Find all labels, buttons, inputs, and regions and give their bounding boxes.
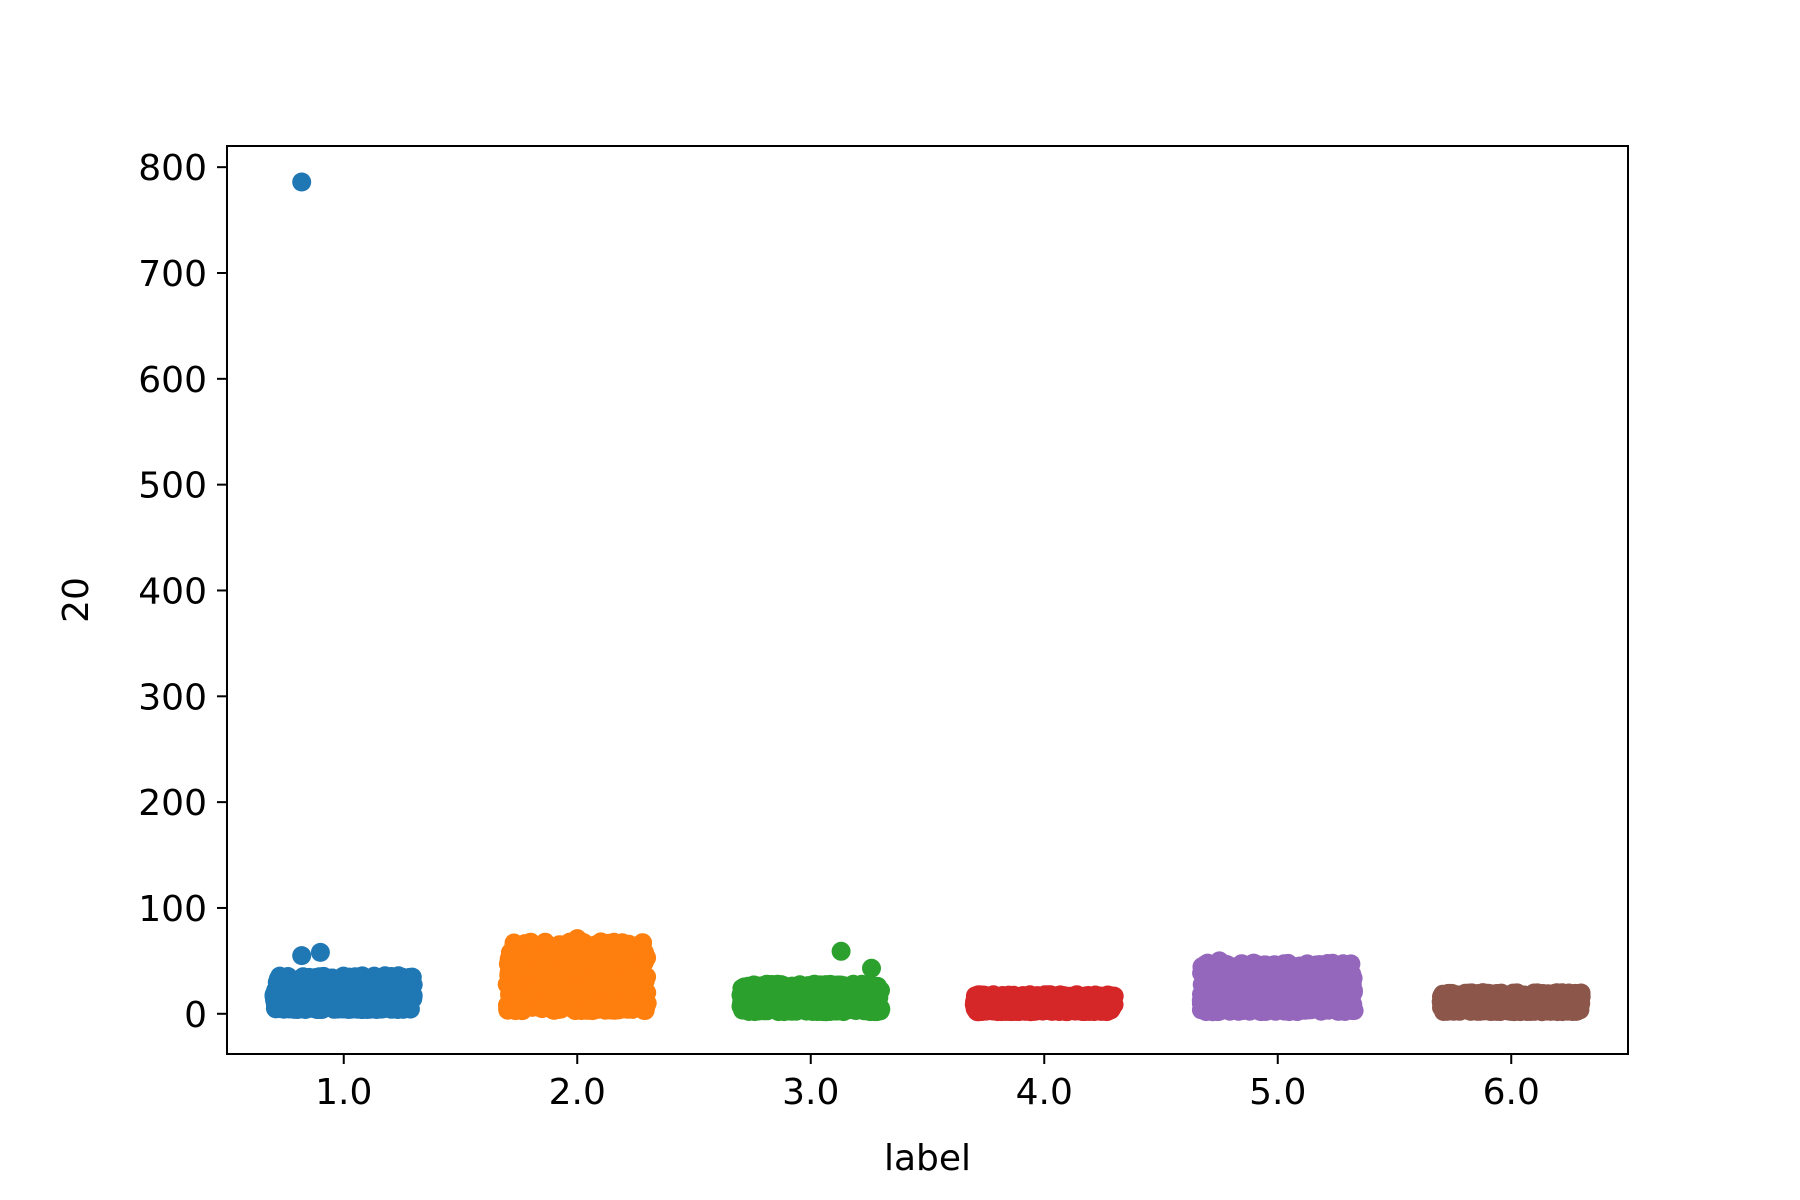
data-point [266, 996, 286, 1016]
data-point [816, 975, 836, 995]
data-point [1558, 1001, 1578, 1021]
outlier-point [310, 942, 330, 962]
data-point [550, 992, 570, 1012]
data-point [566, 984, 586, 1003]
data-point [1010, 999, 1030, 1019]
outlier-point [292, 946, 312, 966]
data-point [1043, 1001, 1063, 1021]
data-point [580, 941, 600, 961]
data-point [1571, 987, 1591, 1007]
data-point [1240, 997, 1260, 1017]
data-point [1310, 990, 1330, 1010]
data-point [1503, 983, 1523, 1003]
data-point [860, 981, 880, 1001]
x-tick-label: 1.0 [315, 1072, 372, 1113]
y-tick-label: 0 [184, 995, 207, 1036]
data-point [1050, 987, 1070, 1007]
data-point [1529, 984, 1548, 1004]
data-point [508, 995, 527, 1015]
data-point [1469, 986, 1489, 1005]
data-point [965, 986, 985, 1006]
y-tick-label: 800 [138, 148, 207, 189]
data-point [1090, 1001, 1110, 1021]
data-point [381, 988, 400, 1008]
outlier-point [567, 929, 587, 949]
data-point [1322, 969, 1342, 989]
data-point [1546, 985, 1566, 1005]
outlier-point [862, 958, 881, 978]
x-tick-label: 6.0 [1483, 1072, 1540, 1113]
y-axis-label: 20 [56, 577, 97, 623]
data-point [1267, 967, 1287, 987]
data-point [1216, 977, 1235, 996]
data-point [506, 980, 526, 1000]
data-point [340, 970, 360, 990]
data-point [503, 940, 522, 960]
data-point [318, 986, 338, 1006]
data-point [1298, 979, 1317, 999]
data-point [1532, 1002, 1552, 1022]
plot-frame [226, 145, 1629, 1055]
data-point [774, 1002, 794, 1022]
y-tick-label: 500 [138, 466, 207, 507]
data-point [732, 978, 752, 998]
outlier-point [831, 941, 851, 961]
data-point [870, 998, 890, 1018]
data-point [760, 981, 780, 1001]
data-point [1243, 954, 1262, 974]
data-point [352, 997, 372, 1017]
data-point [618, 995, 638, 1015]
y-tick-label: 600 [138, 360, 207, 401]
data-point [371, 969, 391, 989]
data-point [291, 996, 311, 1016]
data-point [617, 972, 637, 992]
y-tick-label: 100 [138, 889, 207, 930]
data-point [553, 950, 572, 970]
data-point [1486, 993, 1506, 1013]
data-point [1331, 991, 1351, 1011]
data-point [991, 992, 1010, 1012]
y-tick-label: 400 [138, 571, 207, 612]
data-point [632, 969, 652, 989]
data-point [594, 958, 614, 978]
data-point [515, 962, 535, 982]
y-tick-label: 700 [138, 254, 207, 295]
data-point [531, 968, 551, 988]
data-point [1268, 987, 1288, 1007]
y-tick-label: 200 [138, 783, 207, 824]
data-point [1196, 998, 1216, 1018]
data-point [825, 993, 845, 1013]
points-layer [264, 172, 1591, 1022]
data-point [1027, 991, 1047, 1011]
x-tick-label: 4.0 [1016, 1072, 1073, 1113]
data-point [548, 976, 568, 996]
data-point [272, 968, 292, 988]
outlier-point [1209, 951, 1229, 971]
axes-layer: 1.0 2.0 3.0 4.0 5.0 6.0 0 100 200 300 400 500 600 700… [138, 145, 1629, 1113]
data-point [579, 997, 599, 1017]
data-point [631, 939, 651, 959]
x-axis-label: label [884, 1138, 971, 1179]
data-point [1342, 974, 1362, 994]
x-tick-label: 2.0 [549, 1072, 606, 1113]
outlier-point [292, 172, 312, 192]
x-tick-label: 5.0 [1249, 1072, 1306, 1113]
data-point [792, 984, 812, 1004]
x-tick-label: 3.0 [782, 1072, 839, 1113]
data-point [305, 975, 325, 995]
data-point [1439, 993, 1459, 1013]
data-point [1197, 979, 1217, 999]
y-tick-label: 300 [138, 677, 207, 718]
